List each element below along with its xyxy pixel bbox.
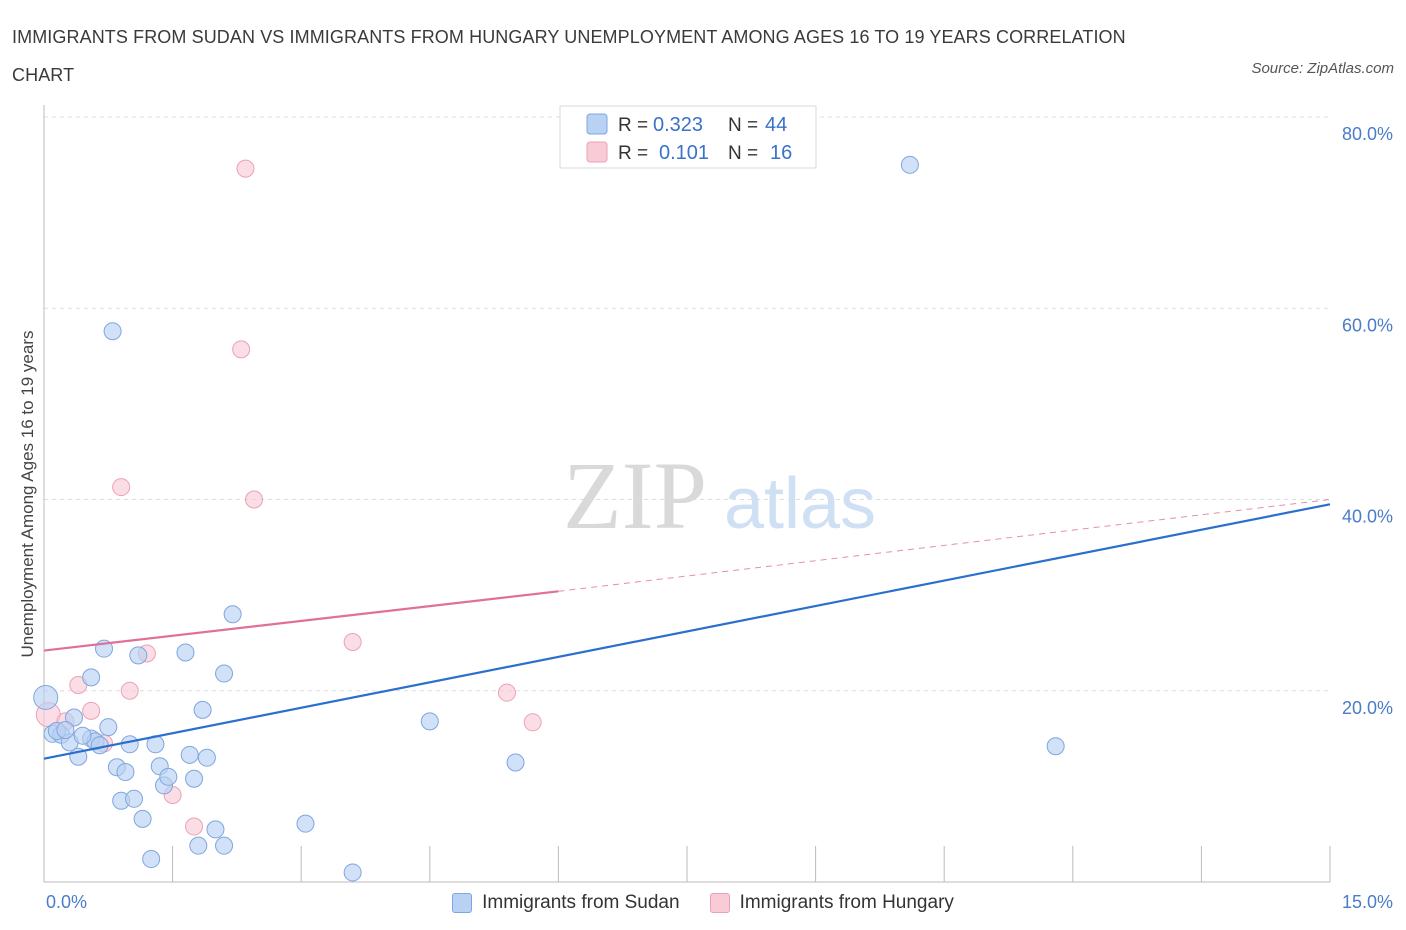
series-swatch-sudan (452, 893, 473, 913)
series-legend: Immigrants from Sudan Immigrants from Hu… (0, 888, 1406, 918)
y-axis-label: Unemployment Among Ages 16 to 19 years (18, 331, 37, 658)
point-sudan-43 (56, 720, 75, 739)
point-sudan-28 (189, 836, 208, 855)
point-sudan-20 (142, 850, 161, 869)
x-tick-label-min: 0.0% (46, 892, 87, 912)
chart-title: IMMIGRANTS FROM SUDAN VS IMMIGRANTS FROM… (12, 27, 1126, 85)
point-sudan-30 (197, 748, 216, 767)
series-legend-item-sudan[interactable]: Immigrants from Sudan (452, 892, 680, 914)
point-hungary-3 (82, 701, 101, 720)
point-hungary-9 (185, 817, 204, 836)
point-sudan-39 (900, 155, 919, 174)
point-hungary-14 (497, 683, 516, 702)
point-sudan-29 (193, 700, 212, 719)
point-hungary-13 (343, 632, 362, 651)
point-sudan-9 (90, 736, 109, 755)
y-axis-tick-labels: 20.0% 40.0% 60.0% 80.0% (1342, 124, 1393, 718)
trend-line-hungary (43, 590, 559, 652)
legend-r-value-hungary: 0.101 (659, 142, 709, 164)
legend-r-label-sudan: R = (618, 115, 648, 136)
point-sudan-19 (133, 809, 152, 828)
point-sudan-32 (215, 836, 234, 855)
point-sudan-24 (159, 767, 178, 786)
legend-swatch-sudan (586, 113, 608, 135)
point-sudan-26 (180, 745, 199, 764)
legend-r-value-sudan: 0.323 (653, 114, 703, 136)
point-hungary-10 (232, 340, 251, 359)
point-sudan-18 (129, 646, 148, 665)
x-tick-label-max: 15.0% (1342, 892, 1393, 912)
point-sudan-42 (73, 726, 92, 745)
point-hungary-5 (112, 478, 131, 497)
data-points (33, 155, 1065, 882)
legend-swatch-hungary (586, 141, 608, 163)
legend-n-label-sudan: N = (728, 115, 758, 136)
gridlines (44, 116, 1330, 692)
source-label: Source: ZipAtlas.com (1251, 60, 1394, 77)
point-sudan-35 (296, 814, 315, 833)
point-sudan-34 (223, 605, 242, 624)
watermark-zip: ZIP (563, 442, 707, 549)
y-tick-label-60: 60.0% (1342, 315, 1393, 335)
point-sudan-27 (185, 769, 204, 788)
y-tick-label-20: 20.0% (1342, 698, 1393, 718)
point-sudan-38 (506, 753, 525, 772)
y-tick-label-80: 80.0% (1342, 124, 1393, 144)
point-sudan-12 (103, 322, 122, 341)
point-hungary-11 (236, 159, 255, 178)
point-sudan-36 (343, 863, 362, 882)
correlation-legend: R = 0.323 N = 44 R = 0.101 N = 16 (559, 105, 817, 169)
legend-r-label-hungary: R = (618, 143, 648, 164)
point-sudan-16 (120, 735, 139, 754)
point-hungary-6 (120, 681, 139, 700)
series-legend-item-hungary[interactable]: Immigrants from Hungary (709, 892, 954, 914)
point-sudan-7 (82, 668, 101, 687)
point-sudan-17 (125, 789, 144, 808)
point-hungary-15 (523, 713, 542, 732)
x-axis-ticks (43, 846, 1331, 882)
point-sudan-33 (215, 664, 234, 683)
trend-line-sudan (43, 503, 1331, 760)
point-sudan-4 (65, 708, 84, 727)
legend-n-label-hungary: N = (728, 143, 758, 164)
point-sudan-25 (176, 643, 195, 662)
y-tick-label-40: 40.0% (1342, 507, 1393, 527)
point-sudan-11 (99, 718, 118, 737)
trend-lines (43, 499, 1331, 760)
point-sudan-0 (33, 684, 59, 710)
trend-line-hungary-extrapolated (558, 499, 1331, 592)
point-sudan-40 (1046, 737, 1065, 756)
series-swatch-hungary (709, 893, 730, 913)
point-sudan-37 (420, 712, 439, 731)
point-sudan-15 (116, 763, 135, 782)
series-name-hungary: Immigrants from Hungary (739, 892, 954, 913)
legend-n-value-sudan: 44 (765, 114, 787, 136)
point-hungary-12 (245, 490, 264, 509)
point-sudan-31 (206, 820, 225, 839)
legend-n-value-hungary: 16 (770, 142, 792, 164)
watermark-atlas: atlas (724, 464, 876, 544)
series-name-sudan: Immigrants from Sudan (482, 892, 680, 913)
